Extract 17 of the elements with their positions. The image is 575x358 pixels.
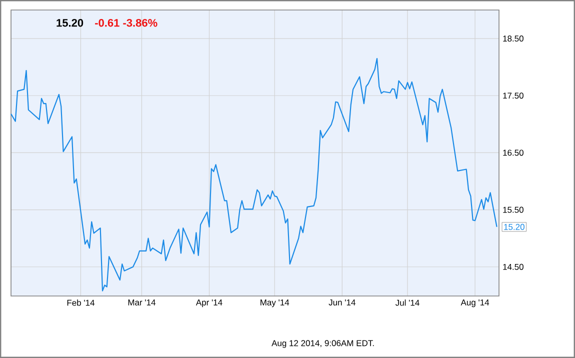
y-tick-label: 17.50 xyxy=(503,92,524,99)
x-tick-label: Aug '14 xyxy=(460,300,490,308)
text: Aug 12 2014, 9:06AM EDT. xyxy=(272,340,374,348)
line-series xyxy=(10,58,498,292)
text: 15.20 xyxy=(56,18,84,27)
y-tick-label: 15.50 xyxy=(503,206,524,213)
text: -0.61 -3.86% xyxy=(95,18,158,27)
x-tick-label: Mar '14 xyxy=(128,300,156,306)
y-tick-label: 16.50 xyxy=(503,150,524,156)
x-tick-label: Apr '14 xyxy=(196,300,222,308)
annotation: 15.20 xyxy=(504,224,524,230)
x-tick-label: Jun '14 xyxy=(328,300,356,306)
x-tick-label: May '14 xyxy=(260,300,290,308)
y-tick-label: 14.50 xyxy=(503,264,524,270)
x-tick-label: Jul '14 xyxy=(395,300,420,306)
y-tick-label: 18.50 xyxy=(503,36,524,42)
x-tick-label: Feb '14 xyxy=(67,300,95,306)
